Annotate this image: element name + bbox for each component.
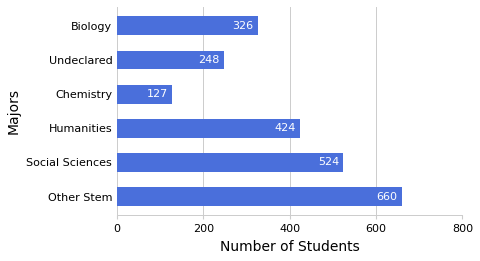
Text: 248: 248 [199, 55, 220, 65]
Text: 524: 524 [318, 157, 339, 168]
Text: 660: 660 [377, 192, 398, 201]
Text: 424: 424 [275, 123, 296, 133]
Y-axis label: Majors: Majors [7, 88, 21, 134]
Bar [117, 153, 343, 172]
Text: 326: 326 [232, 21, 253, 31]
Bar [117, 16, 258, 35]
Bar [117, 51, 224, 69]
Bar [117, 119, 300, 138]
Bar [117, 187, 402, 206]
Bar [117, 85, 172, 104]
X-axis label: Number of Students: Number of Students [220, 240, 360, 254]
Text: 127: 127 [146, 89, 168, 99]
